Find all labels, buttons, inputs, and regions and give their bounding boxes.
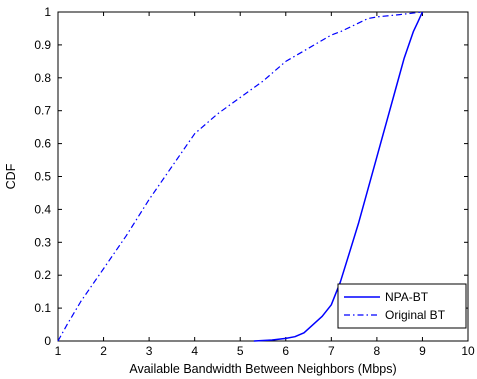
x-tick-label: 7 (328, 344, 335, 358)
y-tick-label: 0.6 (34, 137, 51, 151)
y-tick-label: 0.7 (34, 104, 51, 118)
x-tick-label: 9 (419, 344, 426, 358)
y-tick-label: 0.1 (34, 301, 51, 315)
y-tick-label: 0.2 (34, 268, 51, 282)
y-tick-label: 0.8 (34, 71, 51, 85)
y-tick-label: 0.9 (34, 38, 51, 52)
series-layer (57, 11, 424, 342)
x-axis-label: Available Bandwidth Between Neighbors (M… (129, 362, 396, 376)
axis-ticks: 1 2 3 4 5 6 7 8 9 10 0 0.1 0.2 0.3 0.4 0.5 0.6 0.7 0.8 0.9 1 (34, 5, 475, 358)
x-tick-label: 4 (191, 344, 198, 358)
x-tick-label: 10 (461, 344, 475, 358)
legend: NPA-BT Original BT (337, 283, 467, 329)
x-tick-label: 2 (100, 344, 107, 358)
y-axis-label: CDF (4, 163, 18, 189)
x-tick-label: 1 (55, 344, 62, 358)
y-tick-label: 0.4 (34, 202, 51, 216)
y-tick-label: 0.5 (34, 170, 51, 184)
legend-box (337, 283, 467, 329)
x-tick-label: 3 (146, 344, 153, 358)
y-tick-label: 0.3 (34, 235, 51, 249)
y-tick-label: 0 (44, 334, 51, 348)
series-line-npa-bt (253, 11, 424, 342)
x-tick-label: 8 (374, 344, 381, 358)
x-tick-label: 5 (237, 344, 244, 358)
legend-label-npa-bt: NPA-BT (385, 290, 429, 304)
y-tick-label: 1 (44, 5, 51, 19)
legend-label-original-bt: Original BT (385, 308, 446, 322)
x-tick-label: 6 (282, 344, 289, 358)
series-line-original-bt (57, 11, 423, 342)
